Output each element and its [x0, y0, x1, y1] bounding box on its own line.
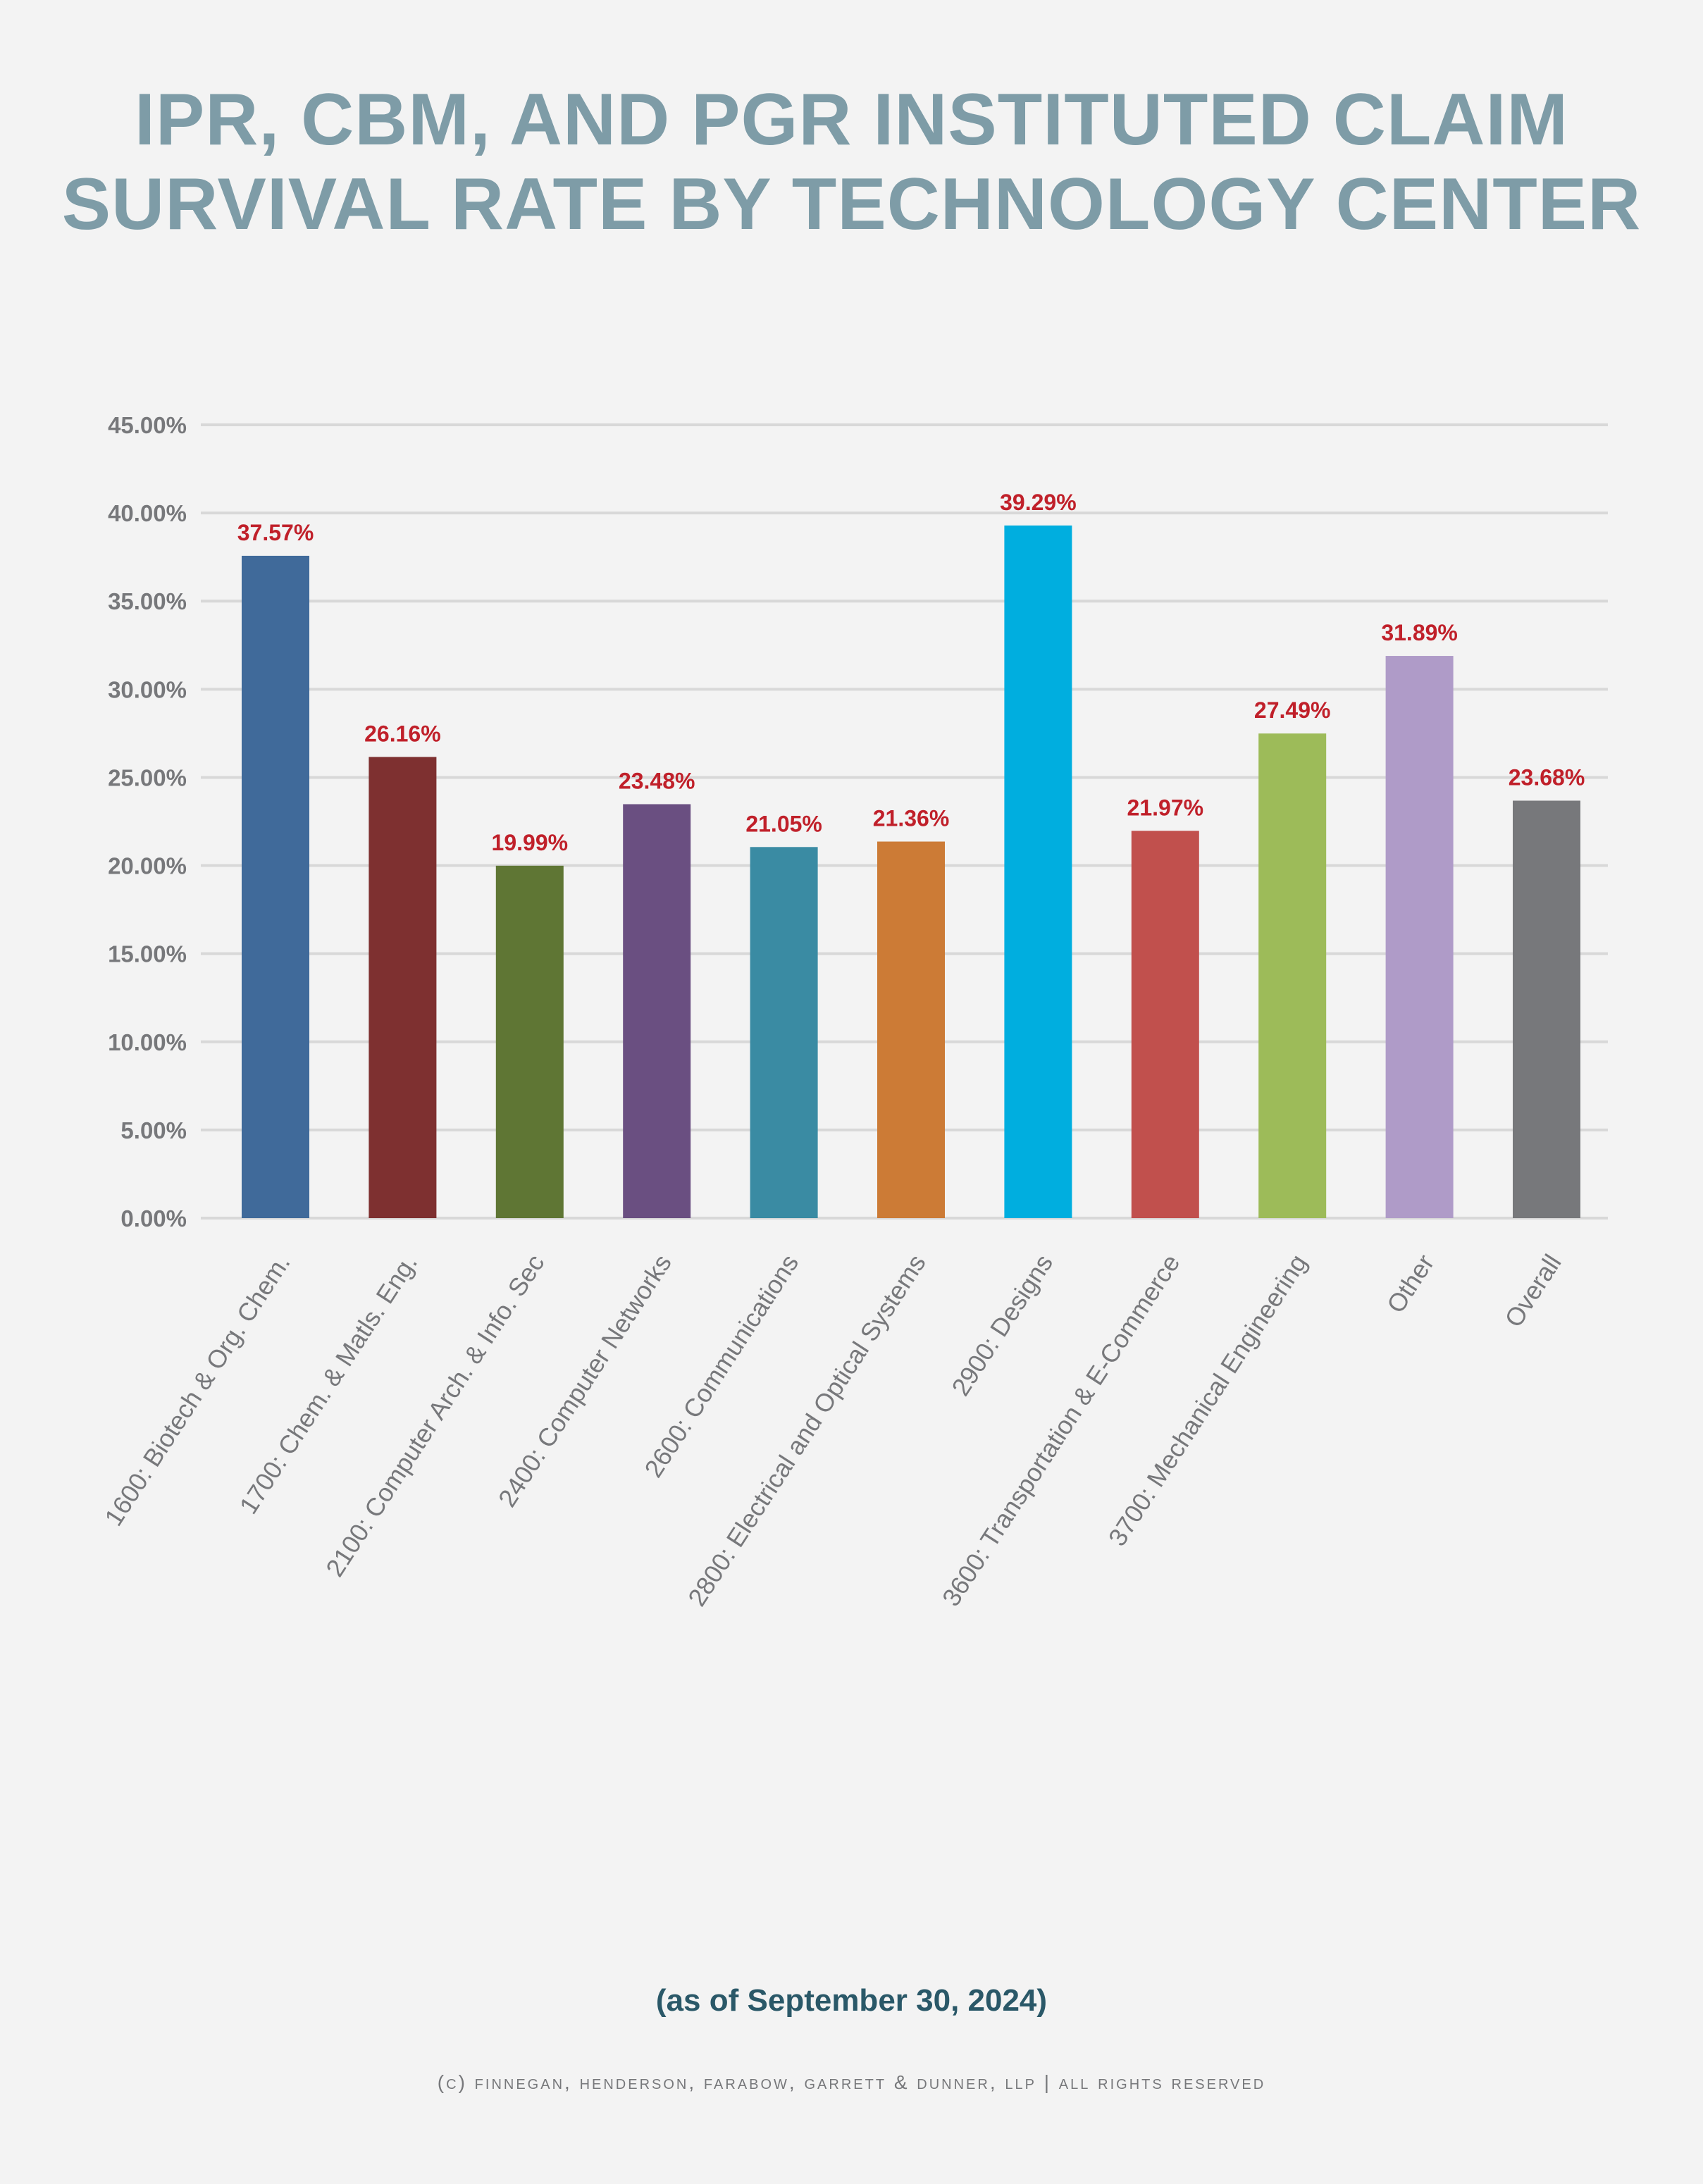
bar — [623, 804, 691, 1218]
y-tick-label: 40.00% — [108, 500, 187, 526]
bar — [495, 865, 564, 1218]
bar — [1004, 525, 1072, 1218]
y-tick-label: 35.00% — [108, 588, 187, 614]
x-category-label: 2800: Electrical and Optical Systems — [682, 1249, 931, 1611]
bar — [1385, 656, 1454, 1218]
x-category-label: 2900: Designs — [946, 1249, 1058, 1401]
y-tick-label: 0.00% — [120, 1205, 187, 1231]
bar-chart: 0.00% 5.00% 10.00% 15.00% 20.00% 25.00% 30.00%… — [99, 412, 1608, 1611]
data-label: 19.99% — [492, 830, 569, 855]
chart-title-line-2: SURVIVAL RATE BY TECHNOLOGY CENTER — [61, 163, 1642, 245]
y-tick-label: 45.00% — [108, 412, 187, 438]
y-tick-label: 15.00% — [108, 941, 187, 967]
x-category-label: Other — [1381, 1249, 1439, 1318]
data-label: 39.29% — [1000, 490, 1077, 515]
x-category-label: 3600: Transportation & E-Commerce — [936, 1249, 1186, 1611]
bar — [369, 757, 437, 1218]
data-label: 27.49% — [1254, 697, 1331, 723]
data-label: 21.36% — [873, 806, 950, 831]
data-label: 23.48% — [619, 768, 695, 793]
x-category-label: Overall — [1499, 1249, 1566, 1332]
data-label: 21.05% — [745, 811, 822, 836]
y-tick-label: 25.00% — [108, 764, 187, 790]
copyright-footer: (C) Finnegan, Henderson, Farabow, Garret… — [437, 2071, 1266, 2093]
chart-title-line-1: IPR, CBM, AND PGR INSTITUTED CLAIM — [135, 79, 1568, 161]
y-tick-label: 30.00% — [108, 676, 187, 702]
chart-title: IPR, CBM, AND PGR INSTITUTED CLAIM SURVI… — [0, 77, 1703, 247]
data-label: 31.89% — [1381, 620, 1458, 645]
chart-subtitle: (as of September 30, 2024) — [655, 1983, 1048, 2018]
bar — [1513, 800, 1580, 1218]
x-category-label: 2100: Computer Arch. & Info. Sec — [320, 1249, 550, 1582]
bar — [1131, 831, 1199, 1218]
data-label: 26.16% — [364, 721, 441, 746]
y-tick-label: 20.00% — [108, 853, 187, 879]
data-label: 23.68% — [1509, 764, 1585, 790]
bar — [1258, 733, 1327, 1218]
y-tick-label: 5.00% — [120, 1117, 187, 1143]
data-label: 37.57% — [237, 520, 314, 545]
bar — [877, 841, 945, 1218]
bar — [242, 555, 309, 1218]
bar — [750, 847, 818, 1218]
data-label: 21.97% — [1127, 795, 1204, 820]
y-tick-label: 10.00% — [108, 1029, 187, 1055]
